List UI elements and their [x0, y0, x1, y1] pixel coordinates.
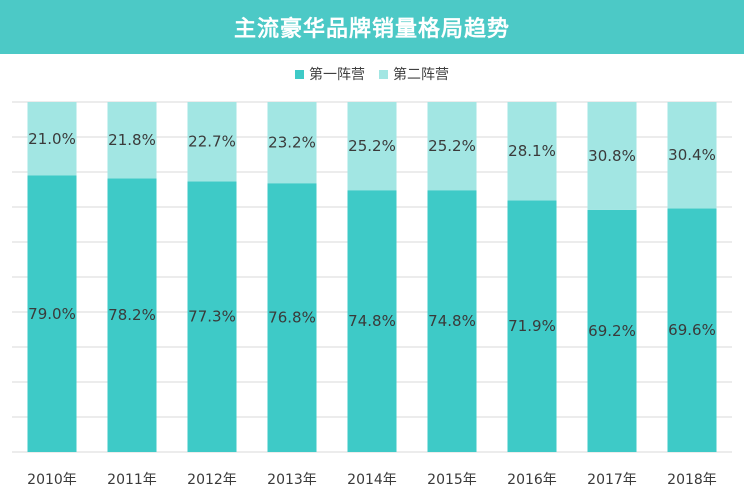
- bar-second: [427, 102, 477, 191]
- bar-first: [187, 181, 237, 452]
- data-label: 79.0%: [28, 305, 76, 323]
- x-tick-label: 2012年: [187, 472, 237, 488]
- data-labels: 79.0% 21.0% 78.2% 21.8% 77.3% 22.7% 76.8% 23.2%…: [28, 130, 716, 340]
- x-tick-label: 2015年: [427, 472, 477, 488]
- x-tick-label: 2014年: [347, 472, 397, 488]
- bar-second: [267, 102, 317, 184]
- bars: [27, 102, 717, 453]
- x-tick-label: 2016年: [507, 472, 557, 488]
- data-label: 69.2%: [588, 322, 636, 340]
- bar-first: [107, 178, 157, 453]
- data-label: 69.6%: [668, 321, 716, 339]
- legend-item-first: 第一阵营: [295, 64, 365, 84]
- data-label: 76.8%: [268, 309, 316, 327]
- data-label: 74.8%: [428, 312, 476, 330]
- data-label: 28.1%: [508, 142, 556, 160]
- bar-second: [347, 102, 397, 191]
- data-label: 30.4%: [668, 146, 716, 164]
- bar-first: [507, 200, 557, 452]
- x-tick-label: 2011年: [107, 472, 157, 488]
- data-label: 25.2%: [428, 137, 476, 155]
- data-label: 30.8%: [588, 147, 636, 165]
- data-label: 78.2%: [108, 306, 156, 324]
- data-label: 21.8%: [108, 131, 156, 149]
- bar-first: [347, 190, 397, 452]
- chart-title: 主流豪华品牌销量格局趋势: [233, 17, 510, 42]
- bar-second: [187, 102, 237, 182]
- bar-second: [507, 102, 557, 201]
- legend-label-first: 第一阵营: [309, 67, 365, 83]
- x-tick-label: 2013年: [267, 472, 317, 488]
- x-tick-labels: 2010年 2011年 2012年 2013年 2014年 2015年 2016年 2017年…: [27, 472, 717, 488]
- data-label: 23.2%: [268, 134, 316, 152]
- x-tick-label: 2018年: [667, 472, 717, 488]
- data-label: 74.8%: [348, 312, 396, 330]
- bar-first: [427, 190, 477, 452]
- bar-first: [587, 209, 637, 452]
- bar-second: [27, 102, 77, 176]
- x-tick-label: 2010年: [27, 472, 77, 488]
- legend-item-second: 第二阵营: [379, 64, 449, 84]
- legend-swatch-second: [379, 69, 388, 79]
- bar-second: [107, 102, 157, 179]
- data-label: 77.3%: [188, 308, 236, 326]
- bar-second: [667, 102, 717, 209]
- data-label: 21.0%: [28, 130, 76, 148]
- bar-first: [667, 208, 717, 452]
- data-label: 22.7%: [188, 133, 236, 151]
- bar-second: [587, 102, 637, 210]
- legend: 第一阵营 第二阵营: [0, 64, 744, 84]
- bar-first: [27, 175, 77, 452]
- legend-swatch-first: [295, 69, 304, 79]
- title-bar: 主流豪华品牌销量格局趋势: [0, 0, 744, 54]
- bar-first: [267, 183, 317, 452]
- legend-label-second: 第二阵营: [393, 67, 449, 83]
- data-label: 25.2%: [348, 137, 396, 155]
- x-tick-label: 2017年: [587, 472, 637, 488]
- data-label: 71.9%: [508, 317, 556, 335]
